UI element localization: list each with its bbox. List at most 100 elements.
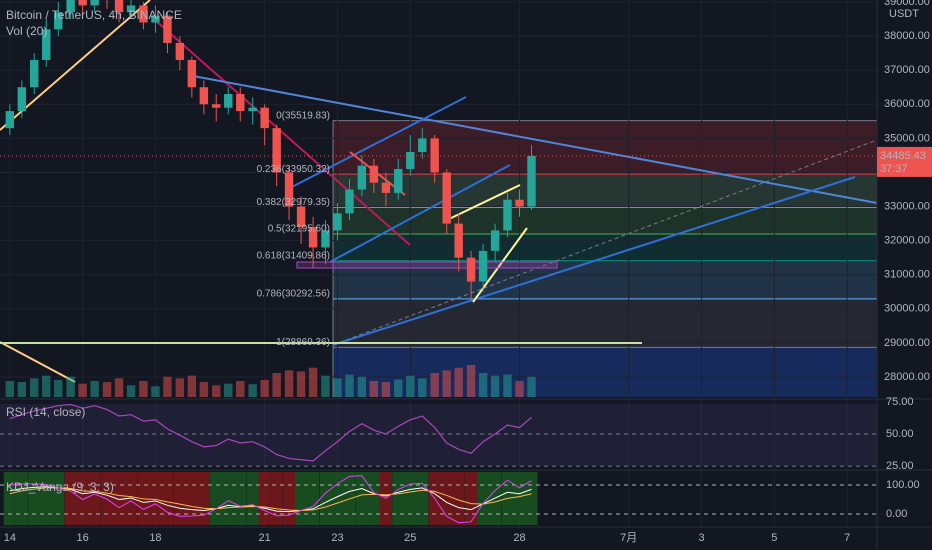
wedge-line: [472, 227, 528, 303]
kdj-state: [367, 472, 380, 525]
volume-bar: [236, 381, 245, 397]
volume-bar: [224, 383, 233, 397]
x-tick-label: 18: [149, 532, 161, 544]
x-tick-label: 21: [259, 532, 271, 544]
kdj-state: [465, 472, 478, 525]
candle-body: [442, 172, 451, 224]
volume-bar: [333, 378, 342, 397]
candle-body: [527, 155, 536, 207]
kdj-state: [404, 472, 417, 525]
kdj-title: KDJ_Vanga (9, 3, 3): [6, 480, 114, 494]
volume-bar: [126, 385, 136, 397]
volume-bar: [78, 383, 87, 397]
candle-body: [236, 94, 245, 112]
y-tick-label: 75.00: [886, 396, 914, 408]
trend-line: [192, 75, 877, 204]
volume-bar: [272, 373, 281, 397]
kdj-state: [161, 472, 174, 525]
candle-body: [272, 128, 281, 173]
candle-body: [175, 42, 185, 60]
candle-body: [515, 199, 524, 207]
y-tick-label: 36000.00: [884, 98, 930, 110]
last-price-label: 34485.43: [880, 150, 926, 162]
y-tick-label: 0.00: [886, 508, 907, 520]
volume-bar: [308, 367, 318, 397]
y-tick-label: 30000.00: [884, 303, 930, 315]
last-price-box: [877, 146, 932, 177]
volume-bar: [212, 385, 221, 397]
x-tick-label: 25: [404, 532, 416, 544]
candle-body: [284, 172, 294, 207]
volume-bar: [17, 382, 27, 397]
kdj-line: [9, 486, 532, 513]
volume-title: Vol (20): [6, 24, 47, 38]
x-tick-label: 7: [844, 532, 850, 544]
volume-bar: [102, 382, 112, 397]
volume-bar: [5, 381, 15, 397]
candle-body: [199, 87, 209, 105]
volume-bar: [527, 376, 536, 397]
fib-band: [333, 174, 877, 208]
fib-band: [333, 233, 877, 261]
kdj-state: [52, 472, 65, 525]
kdj-state: [392, 472, 405, 525]
volume-bar: [478, 373, 488, 397]
fib-label: 0.5(32195.60): [268, 224, 330, 235]
candle-body: [114, 0, 124, 13]
kdj-state: [295, 472, 308, 525]
kdj-state: [331, 472, 344, 525]
candle-body: [394, 169, 403, 193]
fib-label: 0.382(32979.35): [257, 197, 330, 208]
channel-line: [329, 164, 511, 263]
volume-bar: [66, 376, 75, 397]
fib-band: [333, 207, 877, 234]
channel-line: [289, 96, 467, 189]
candle-body: [333, 213, 342, 231]
candle-body: [369, 165, 379, 183]
kdj-state: [258, 472, 271, 525]
fib-label: 0.236(33950.32): [257, 164, 330, 175]
candle-body: [381, 182, 391, 193]
volume-bar: [139, 381, 148, 397]
candle-body: [78, 0, 87, 6]
candle-body: [90, 0, 99, 6]
y-tick-label: 25.00: [886, 460, 914, 472]
kdj-state: [173, 472, 186, 525]
volume-bar: [345, 374, 354, 397]
fib-label: 0.618(31409.86): [257, 250, 330, 261]
kdj-state: [222, 472, 235, 525]
volume-bar: [248, 384, 257, 397]
y-tick-label: 28000.00: [884, 371, 930, 383]
rsi-band: [0, 404, 877, 467]
y-tick-label: 31000.00: [884, 269, 930, 281]
kdj-state: [513, 472, 526, 525]
x-tick-label: 5: [771, 532, 777, 544]
candle-body: [187, 59, 197, 88]
volume-bar: [260, 379, 269, 397]
zone: [296, 261, 558, 269]
volume-bar: [30, 378, 39, 397]
volume-bar: [466, 365, 476, 397]
candle-body: [466, 257, 476, 282]
fib-band: [333, 260, 877, 299]
fib-band: [333, 120, 877, 175]
volume-bar: [394, 379, 403, 397]
volume-bar: [90, 381, 99, 397]
candle-body: [42, 29, 51, 60]
candle-body: [224, 94, 233, 108]
candle-body: [490, 230, 500, 251]
volume-bar: [175, 378, 185, 397]
volume-bar: [515, 381, 524, 397]
candle-body: [126, 5, 136, 13]
kdj-state: [416, 472, 429, 525]
volume-bar: [430, 373, 439, 397]
candle-body: [357, 165, 367, 190]
kdj-state: [3, 472, 16, 525]
fib-label: 0(35519.83): [276, 110, 330, 121]
volume-bar: [321, 375, 330, 397]
volume-bar: [114, 378, 124, 397]
y-tick-label: 38000.00: [884, 30, 930, 42]
candle-body: [308, 226, 318, 248]
volume-bar: [163, 376, 172, 397]
volume-bar: [442, 370, 451, 397]
